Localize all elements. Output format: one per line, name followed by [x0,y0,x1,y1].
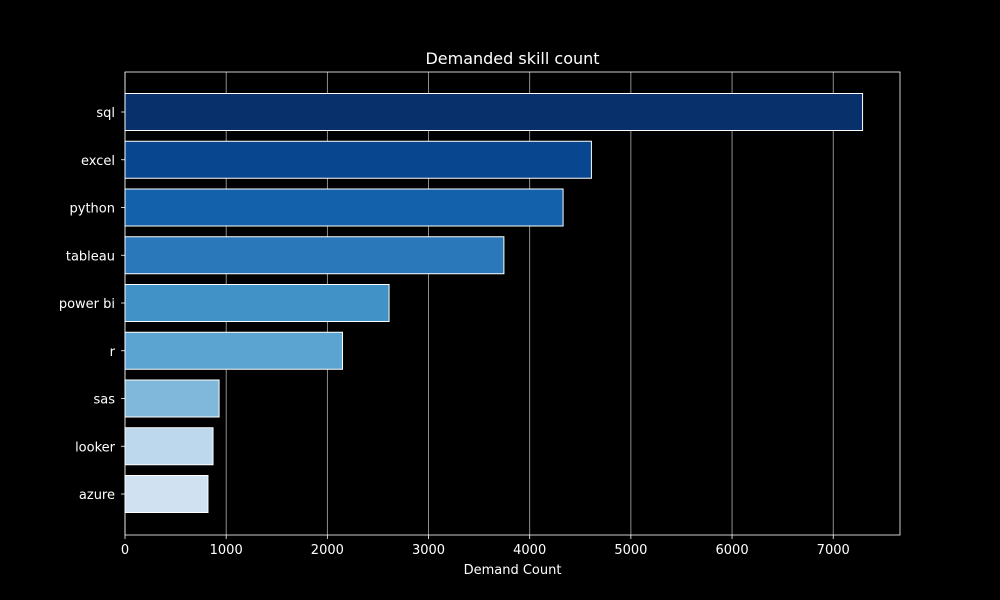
x-tick-label: 4000 [513,543,546,558]
x-tick-label: 7000 [817,543,850,558]
bar-sql [124,93,864,131]
y-tick-label: excel [81,154,115,169]
bar-tableau [124,236,505,275]
bar-looker [124,427,214,466]
y-tick-label: r [110,345,116,360]
x-tick-label: 0 [121,543,129,558]
y-tick-label: tableau [66,249,115,264]
x-axis-label: Demand Count [464,563,562,578]
x-tick-label: 1000 [210,543,243,558]
plot-frame [124,71,901,536]
y-tick-label: python [70,202,115,217]
y-tick-label: power bi [59,297,115,312]
x-axis-ticks: 0 1000 2000 3000 4000 5000 6000 7000 [121,535,850,558]
x-tick-label: 3000 [412,543,445,558]
y-tick-label: azure [79,488,115,503]
bar-r [124,331,344,370]
x-tick-label: 5000 [614,543,647,558]
bar-sas [124,379,220,418]
y-tick-label: sas [93,393,115,408]
bar-excel [124,140,592,179]
y-tick-label: looker [75,440,116,455]
x-tick-label: 2000 [311,543,344,558]
bar-azure [124,475,209,513]
chart-title: Demanded skill count [425,49,599,68]
bar-power-bi [124,284,390,322]
x-tick-label: 6000 [716,543,749,558]
bar-python [124,188,564,227]
y-tick-label: sql [96,106,115,121]
y-axis-ticks: sql excel python tableau power bi r sas looker a… [59,106,125,503]
